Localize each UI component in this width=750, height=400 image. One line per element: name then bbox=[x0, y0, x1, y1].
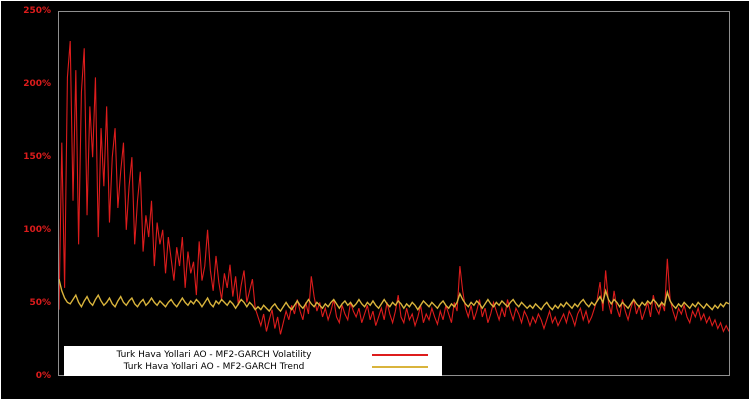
y-tick-label: 150% bbox=[23, 152, 51, 162]
legend-item-volatility: Turk Hava Yollari AO - MF2-GARCH Volatil… bbox=[64, 349, 442, 361]
volatility-line-swatch bbox=[372, 354, 428, 356]
legend-item-trend: Turk Hava Yollari AO - MF2-GARCH Trend bbox=[64, 361, 442, 373]
line-chart bbox=[59, 40, 729, 335]
legend: Turk Hava Yollari AO - MF2-GARCH Volatil… bbox=[64, 346, 442, 376]
legend-label-volatility: Turk Hava Yollari AO - MF2-GARCH Volatil… bbox=[116, 350, 312, 360]
trend-line-swatch bbox=[372, 366, 428, 368]
y-tick-label: 250% bbox=[23, 6, 51, 16]
trend-line bbox=[59, 279, 729, 313]
y-tick-label: 200% bbox=[23, 79, 51, 89]
y-tick-label: 0% bbox=[35, 371, 51, 381]
legend-label-trend: Turk Hava Yollari AO - MF2-GARCH Trend bbox=[123, 362, 305, 372]
volatility-line bbox=[59, 40, 729, 335]
y-axis: 0% 50% 100% 150% 200% 250% bbox=[1, 1, 55, 399]
y-tick-label: 50% bbox=[29, 298, 51, 308]
y-tick-label: 100% bbox=[23, 225, 51, 235]
plot-area bbox=[58, 11, 730, 376]
